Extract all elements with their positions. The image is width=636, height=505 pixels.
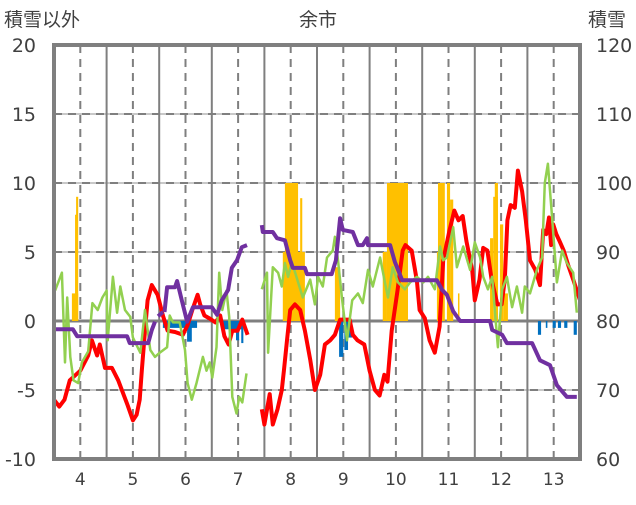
blue-bar (339, 321, 344, 357)
left-y-tick-label: 10 (12, 173, 36, 195)
left-y-tick-label: -5 (17, 380, 36, 402)
orange-bar (284, 183, 299, 321)
purple-series-line (156, 310, 165, 318)
purple-series-line (162, 243, 248, 324)
blue-bar (573, 321, 577, 335)
blue-bar (221, 321, 242, 330)
chart-title: 余市 (299, 9, 337, 31)
x-tick-label: 4 (75, 470, 86, 490)
blue-bar (557, 321, 562, 328)
x-tick-label: 5 (127, 470, 138, 490)
right-y-tick-label: 120 (596, 35, 632, 57)
blue-bar (537, 321, 542, 335)
right-axis-title: 積雪 (588, 9, 626, 31)
right-y-tick-label: 100 (596, 173, 632, 195)
right-y-tick-label: 60 (596, 449, 620, 471)
orange-bar (457, 293, 460, 321)
orange-bar (300, 198, 303, 321)
left-y-tick-label: -10 (5, 449, 36, 471)
green-series-line (260, 162, 579, 354)
plot-frame (52, 43, 582, 461)
orange-bar (494, 183, 498, 321)
right-y-tick-label: 70 (596, 380, 620, 402)
lines (52, 162, 582, 427)
x-tick-label: 10 (385, 470, 407, 490)
right-y-tick-label: 90 (596, 242, 620, 264)
blue-bar (552, 321, 556, 328)
blue-bar (241, 321, 244, 344)
orange-bar (75, 214, 78, 321)
purple-series-line (54, 320, 157, 346)
blue-bar (564, 321, 568, 328)
orange-bar (334, 267, 341, 321)
x-tick-label: 12 (490, 470, 512, 490)
x-tick-label: 6 (180, 470, 191, 490)
orange-bar (503, 293, 508, 321)
orange-bar (76, 196, 79, 321)
left-y-tick-label: 0 (24, 311, 36, 333)
x-tick-label: 8 (285, 470, 296, 490)
x-tick-label: 7 (233, 470, 244, 490)
x-tick-label: 11 (438, 470, 460, 490)
purple-series-line (259, 216, 577, 399)
blue-bar (545, 321, 548, 328)
left-y-tick-label: 5 (24, 242, 36, 264)
x-tick-label: 13 (543, 470, 565, 490)
right-y-tick-label: 110 (596, 104, 632, 126)
tick-labels: 4 5 6 7 8 9 10 11 12 13 -10 -5 0 5 10 15 20 60 70 80 90 100 11… (5, 35, 632, 490)
right-y-tick-label: 80 (596, 311, 620, 333)
x-tick-label: 9 (338, 470, 349, 490)
left-y-tick-label: 15 (12, 104, 36, 126)
green-series-line (53, 271, 248, 415)
left-y-tick-label: 20 (12, 35, 36, 57)
blue-bar (187, 321, 192, 342)
orange-bar (450, 199, 454, 321)
left-axis-title: 積雪以外 (4, 9, 80, 31)
red-series-line (259, 168, 582, 427)
orange-bar (500, 224, 504, 321)
